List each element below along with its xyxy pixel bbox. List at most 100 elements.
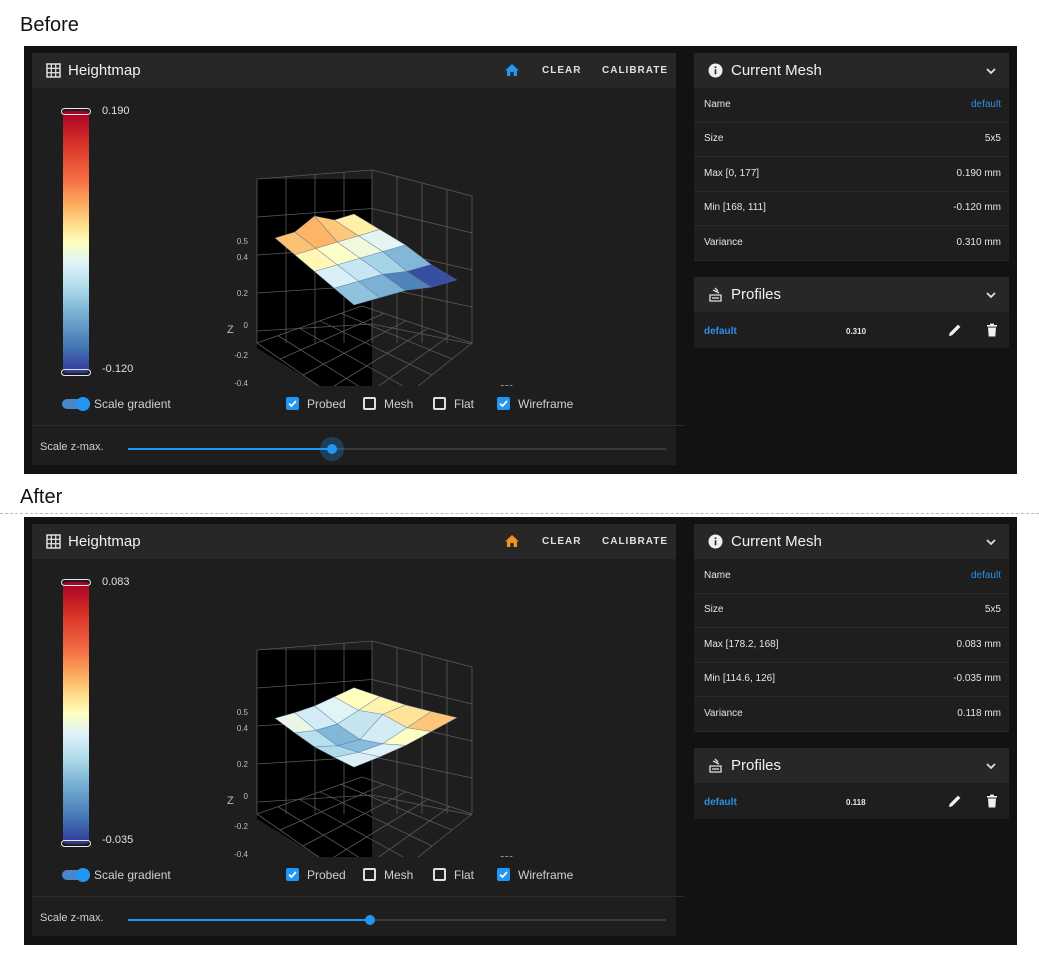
heightmap-title: Heightmap [68,533,141,550]
z-tick-label: 0.4 [237,724,249,733]
z-tick-label: 0.5 [237,708,249,717]
mesh-row-key: Name [704,570,731,581]
heightmap-card: Heightmap CLEAR CALIBRATE 0.190 -0.120 0… [32,53,684,465]
mesh-label: Mesh [384,868,414,882]
wireframe-checkbox[interactable] [497,397,510,410]
wireframe-label: Wireframe [518,868,574,882]
mesh-row-value: -0.035 mm [953,673,1001,685]
mesh-row-variance: Variance 0.310 mm [694,226,1009,261]
mesh-row-min: Min [114.6, 126] -0.035 mm [694,662,1009,698]
mesh-checkbox[interactable] [363,397,376,410]
mesh-row-key: Min [114.6, 126] [704,673,775,685]
color-scale-min-handle[interactable] [61,840,91,847]
surface-plot-3d: 0.50.40.20-0.2-0.4-0.5Z050100150200X5010… [227,169,514,386]
mesh-checkbox[interactable] [363,868,376,881]
surface-cell [333,752,381,768]
home-button[interactable] [504,62,520,78]
color-scale-max-label: 0.190 [102,105,130,117]
home-icon [505,535,519,547]
z-tick-label: -0.2 [234,351,248,360]
color-scale-max-handle[interactable] [61,579,91,586]
probed-checkbox[interactable] [286,397,299,410]
chevron-down-icon[interactable] [985,759,997,771]
color-scale-max-handle[interactable] [61,108,91,115]
profile-variance: 0.118 [846,798,866,807]
color-scale-min-label: -0.035 [102,834,134,846]
pencil-icon [949,795,961,807]
color-scale-max-label: 0.083 [102,576,130,588]
mesh-row-value: 0.310 mm [956,236,1001,248]
chevron-down-icon[interactable] [985,64,997,76]
current-mesh-header[interactable]: Current Mesh [694,53,1009,88]
mesh-row-min: Min [168, 111] -0.120 mm [694,191,1009,227]
current-mesh-title: Current Mesh [731,533,822,550]
y-tick-label: 220 [500,384,514,386]
profile-name-link[interactable]: default [704,326,737,337]
heightmap-title: Heightmap [68,62,141,79]
mesh-row-max: Max [178.2, 168] 0.083 mm [694,628,1009,663]
flat-checkbox[interactable] [433,397,446,410]
z-axis-label: Z [227,324,234,336]
mesh-row-value: 5x5 [984,604,1001,616]
current-mesh-header[interactable]: Current Mesh [694,524,1009,559]
profiles-header[interactable]: Profiles [694,277,1009,312]
mesh-row-value[interactable]: default [970,570,1001,581]
current-mesh-card: Current Mesh Name default Size 5x5 Max [178.… [694,524,1009,732]
edit-profile-button[interactable] [947,322,963,338]
caption-after: After [20,486,63,508]
z-tick-label: 0.2 [237,760,249,769]
grid-icon [46,63,61,78]
calibrate-button[interactable]: CALIBRATE [602,65,669,76]
probed-checkbox[interactable] [286,868,299,881]
mesh-row-name: Name default [694,559,1009,594]
layers-icon [708,287,723,302]
scale-zmax-slider[interactable] [128,437,666,461]
info-icon [708,63,723,78]
delete-profile-button[interactable] [984,322,1000,338]
info-icon [708,534,723,549]
scale-zmax-thumb[interactable] [365,915,376,925]
scale-gradient-toggle[interactable] [62,397,90,411]
chevron-down-icon[interactable] [985,535,997,547]
display-options: Scale gradient Probed Mesh Flat Wireframe [32,857,684,893]
mesh-row-key: Max [0, 177] [704,167,760,179]
scale-gradient-toggle[interactable] [62,868,90,882]
mesh-row-key: Variance [704,707,743,719]
wireframe-checkbox[interactable] [497,868,510,881]
home-button[interactable] [504,533,520,549]
clear-button[interactable]: CLEAR [542,536,582,547]
edit-profile-button[interactable] [947,793,963,809]
scale-gradient-label: Scale gradient [94,397,171,411]
scale-zmax-slider[interactable] [128,915,666,925]
color-scale-bar [63,582,89,844]
scale-zmax-thumb[interactable] [327,444,338,454]
clear-button[interactable]: CLEAR [542,65,582,76]
profile-name-link[interactable]: default [704,797,737,808]
y-tick-label: 220 [500,855,514,857]
z-tick-label: 0 [244,792,249,801]
color-scale-min-handle[interactable] [61,369,91,376]
flat-label: Flat [454,868,475,882]
heightmap-plot[interactable]: 0.083 -0.035 0.50.40.20-0.2-0.4-0.5Z0501… [32,559,684,857]
trash-icon [987,323,997,337]
color-scale-bar [63,111,89,373]
divider [0,513,1039,514]
heightmap-plot[interactable]: 0.190 -0.120 0.50.40.20-0.2-0.4-0.5Z0501… [32,88,684,386]
z-tick-label: 0 [244,321,249,330]
profiles-title: Profiles [731,286,782,303]
flat-label: Flat [454,397,475,411]
mesh-label: Mesh [384,397,414,411]
scale-zmax-row: Scale z-max. [32,425,684,472]
trash-icon [987,794,997,808]
mesh-row-value[interactable]: default [970,99,1001,110]
z-tick-label: 0.5 [237,237,249,246]
profiles-header[interactable]: Profiles [694,748,1009,783]
scale-gradient-label: Scale gradient [94,868,171,882]
current-mesh-title: Current Mesh [731,62,822,79]
delete-profile-button[interactable] [984,793,1000,809]
chevron-down-icon[interactable] [985,288,997,300]
display-options: Scale gradient Probed Mesh Flat Wireframe [32,386,684,422]
calibrate-button[interactable]: CALIBRATE [602,536,669,547]
flat-checkbox[interactable] [433,868,446,881]
z-tick-label: -0.4 [234,379,248,386]
